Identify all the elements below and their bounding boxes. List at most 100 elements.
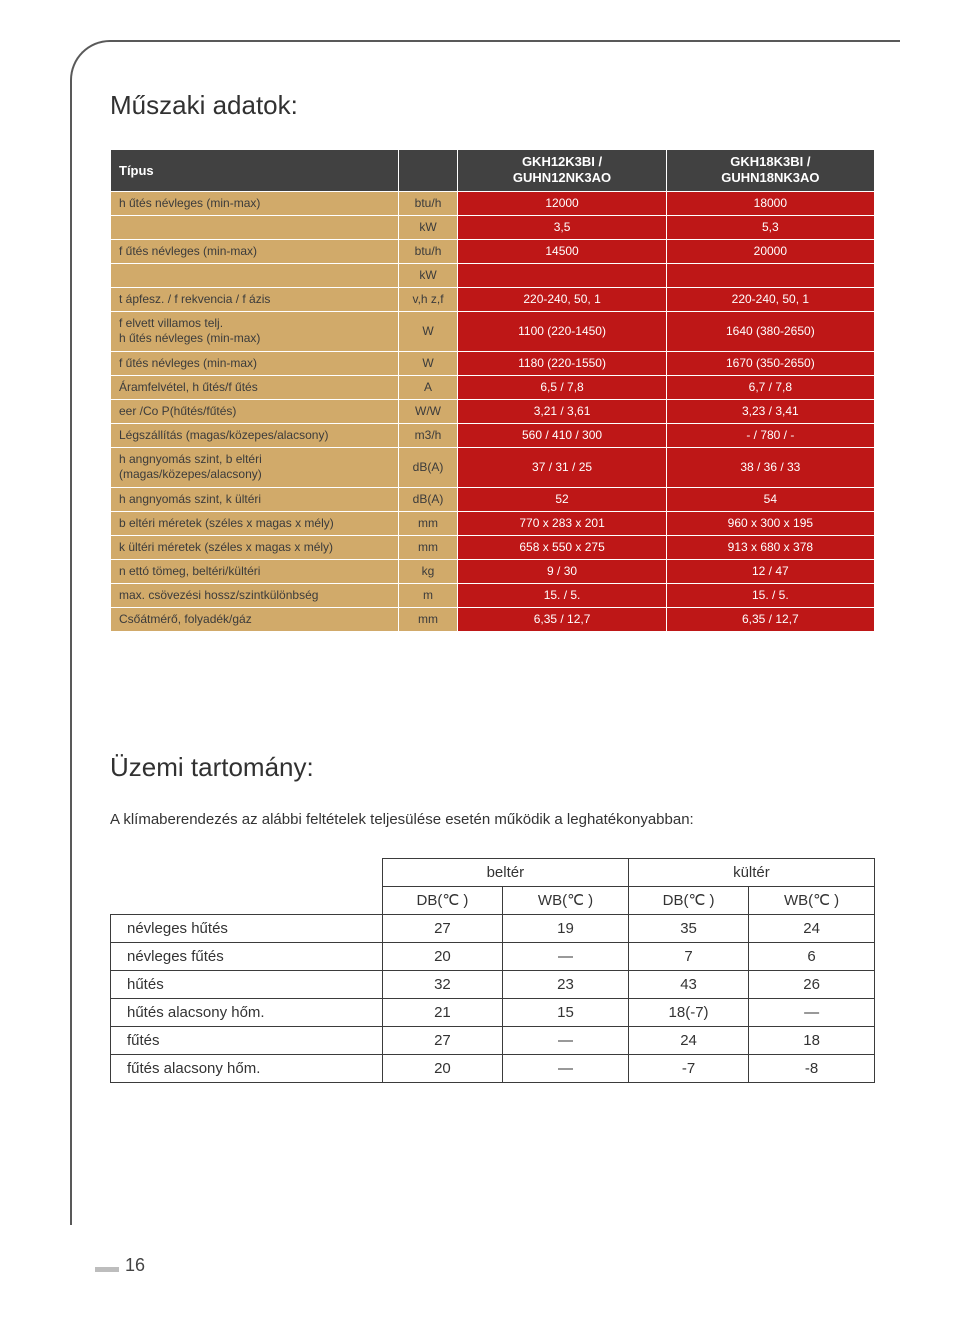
spec-val2: 1670 (350-2650) bbox=[666, 351, 874, 375]
spec-val1: 6,35 / 12,7 bbox=[458, 607, 666, 631]
spec-label bbox=[111, 215, 399, 239]
spec-table: Típus GKH12K3BI / GUHN12NK3AO GKH18K3BI … bbox=[110, 149, 875, 632]
op-sub-3: WB(℃ ) bbox=[749, 886, 875, 914]
op-head-kulter: kültér bbox=[628, 858, 874, 886]
op-table: beltér kültér DB(℃ ) WB(℃ ) DB(℃ ) WB(℃ … bbox=[110, 858, 875, 1083]
spec-label: eer /Co P(hűtés/fűtés) bbox=[111, 399, 399, 423]
table-row: Légszállítás (magas/közepes/alacsony)m3/… bbox=[111, 423, 875, 447]
spec-val1: 3,5 bbox=[458, 215, 666, 239]
op-sub-2: DB(℃ ) bbox=[628, 886, 748, 914]
page-content: Műszaki adatok: Típus GKH12K3BI / GUHN12… bbox=[110, 90, 875, 1083]
op-cell: 20 bbox=[382, 942, 502, 970]
table-row: f űtés névleges (min-max)W1180 (220-1550… bbox=[111, 351, 875, 375]
op-sub-0: DB(℃ ) bbox=[382, 886, 502, 914]
spec-val2 bbox=[666, 263, 874, 287]
op-cell: -8 bbox=[749, 1054, 875, 1082]
spec-val2: 913 x 680 x 378 bbox=[666, 535, 874, 559]
op-cell: 23 bbox=[503, 970, 629, 998]
spec-unit: dB(A) bbox=[398, 487, 458, 511]
spec-val2: 20000 bbox=[666, 239, 874, 263]
op-cell: 27 bbox=[382, 1026, 502, 1054]
section2-title: Üzemi tartomány: bbox=[110, 752, 875, 783]
op-cell: 6 bbox=[749, 942, 875, 970]
spec-val2: 3,23 / 3,41 bbox=[666, 399, 874, 423]
spec-label: h űtés névleges (min-max) bbox=[111, 191, 399, 215]
spec-unit: dB(A) bbox=[398, 447, 458, 487]
spec-val1: 1100 (220-1450) bbox=[458, 311, 666, 351]
spec-unit: btu/h bbox=[398, 239, 458, 263]
spec-val2: 220-240, 50, 1 bbox=[666, 287, 874, 311]
section1-title: Műszaki adatok: bbox=[110, 90, 875, 121]
op-cell: 7 bbox=[628, 942, 748, 970]
table-row: t ápfesz. / f rekvencia / f ázisv,h z,f2… bbox=[111, 287, 875, 311]
spec-val2: 54 bbox=[666, 487, 874, 511]
table-row: hűtés alacsony hőm.211518(-7)— bbox=[111, 998, 875, 1026]
spec-val2: - / 780 / - bbox=[666, 423, 874, 447]
spec-unit: W/W bbox=[398, 399, 458, 423]
spec-val1: 9 / 30 bbox=[458, 559, 666, 583]
spec-val1: 1180 (220-1550) bbox=[458, 351, 666, 375]
spec-val2: 15. / 5. bbox=[666, 583, 874, 607]
spec-unit: m3/h bbox=[398, 423, 458, 447]
table-row: f elvett villamos telj. h űtés névleges … bbox=[111, 311, 875, 351]
spec-unit: v,h z,f bbox=[398, 287, 458, 311]
spec-label: f űtés névleges (min-max) bbox=[111, 351, 399, 375]
spec-val2: 38 / 36 / 33 bbox=[666, 447, 874, 487]
spec-unit: kW bbox=[398, 263, 458, 287]
spec-label: f elvett villamos telj. h űtés névleges … bbox=[111, 311, 399, 351]
spec-header-col1: GKH12K3BI / GUHN12NK3AO bbox=[458, 150, 666, 192]
table-row: Csőátmérő, folyadék/gázmm6,35 / 12,76,35… bbox=[111, 607, 875, 631]
op-cell: 43 bbox=[628, 970, 748, 998]
table-row: f űtés névleges (min-max)btu/h1450020000 bbox=[111, 239, 875, 263]
table-row: kW bbox=[111, 263, 875, 287]
spec-val1: 52 bbox=[458, 487, 666, 511]
spec-val2: 6,7 / 7,8 bbox=[666, 375, 874, 399]
spec-label: h angnyomás szint, b eltéri (magas/közep… bbox=[111, 447, 399, 487]
spec-val1: 3,21 / 3,61 bbox=[458, 399, 666, 423]
table-row: kW3,55,3 bbox=[111, 215, 875, 239]
op-cell: — bbox=[749, 998, 875, 1026]
spec-header-type: Típus bbox=[111, 150, 399, 192]
spec-val1: 37 / 31 / 25 bbox=[458, 447, 666, 487]
spec-val2: 1640 (380-2650) bbox=[666, 311, 874, 351]
op-cell: 32 bbox=[382, 970, 502, 998]
op-cell: 19 bbox=[503, 914, 629, 942]
spec-val2: 5,3 bbox=[666, 215, 874, 239]
op-row-label: fűtés bbox=[111, 1026, 383, 1054]
spec-val2: 960 x 300 x 195 bbox=[666, 511, 874, 535]
spec-unit: kW bbox=[398, 215, 458, 239]
spec-val1: 658 x 550 x 275 bbox=[458, 535, 666, 559]
spec-label bbox=[111, 263, 399, 287]
op-cell: 15 bbox=[503, 998, 629, 1026]
spec-header-blank bbox=[398, 150, 458, 192]
op-sub-1: WB(℃ ) bbox=[503, 886, 629, 914]
spec-unit: mm bbox=[398, 511, 458, 535]
spec-val1: 15. / 5. bbox=[458, 583, 666, 607]
op-cell: 24 bbox=[749, 914, 875, 942]
op-row-label: fűtés alacsony hőm. bbox=[111, 1054, 383, 1082]
op-cell: 18 bbox=[749, 1026, 875, 1054]
table-row: h angnyomás szint, k ültéridB(A)5254 bbox=[111, 487, 875, 511]
spec-val2: 12 / 47 bbox=[666, 559, 874, 583]
op-cell: -7 bbox=[628, 1054, 748, 1082]
spec-label: n ettó tömeg, beltéri/kültéri bbox=[111, 559, 399, 583]
spec-val1: 770 x 283 x 201 bbox=[458, 511, 666, 535]
table-row: névleges fűtés20—76 bbox=[111, 942, 875, 970]
spec-unit: kg bbox=[398, 559, 458, 583]
table-row: névleges hűtés27193524 bbox=[111, 914, 875, 942]
spec-label: Légszállítás (magas/közepes/alacsony) bbox=[111, 423, 399, 447]
table-row: b eltéri méretek (széles x magas x mély)… bbox=[111, 511, 875, 535]
table-row: h angnyomás szint, b eltéri (magas/közep… bbox=[111, 447, 875, 487]
op-row-label: névleges hűtés bbox=[111, 914, 383, 942]
op-row-label: hűtés alacsony hőm. bbox=[111, 998, 383, 1026]
op-intro: A klímaberendezés az alábbi feltételek t… bbox=[110, 811, 875, 828]
spec-val1: 6,5 / 7,8 bbox=[458, 375, 666, 399]
spec-val1: 12000 bbox=[458, 191, 666, 215]
spec-unit: mm bbox=[398, 607, 458, 631]
op-cell: 21 bbox=[382, 998, 502, 1026]
spec-unit: m bbox=[398, 583, 458, 607]
op-cell: 35 bbox=[628, 914, 748, 942]
spec-unit: A bbox=[398, 375, 458, 399]
spec-val1: 220-240, 50, 1 bbox=[458, 287, 666, 311]
spec-header-col2: GKH18K3BI / GUHN18NK3AO bbox=[666, 150, 874, 192]
